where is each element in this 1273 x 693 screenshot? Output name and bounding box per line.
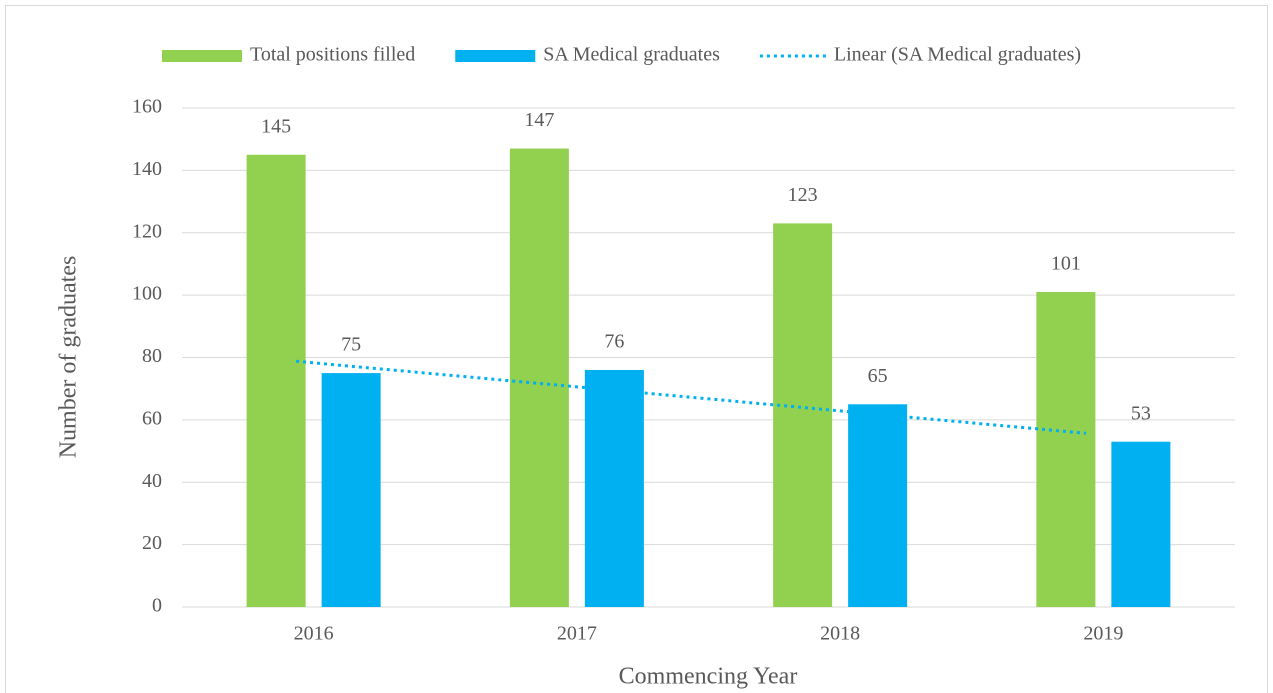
data-label: 123 [788, 184, 818, 206]
legend-swatch [162, 50, 242, 62]
data-label: 147 [524, 109, 554, 131]
x-tick-label: 2017 [557, 623, 597, 645]
legend-label: SA Medical graduates [543, 44, 720, 66]
data-label: 76 [604, 331, 624, 353]
trendline [295, 359, 1087, 435]
y-tick-label: 60 [142, 407, 162, 429]
bar [848, 404, 908, 607]
y-tick-label: 0 [152, 595, 162, 617]
x-tick-label: 2016 [294, 623, 334, 645]
legend-swatch [455, 50, 536, 62]
bar [1036, 292, 1096, 607]
data-label: 53 [1131, 402, 1151, 424]
bar [509, 148, 569, 607]
bar [246, 154, 306, 607]
y-tick-label: 40 [142, 470, 162, 492]
x-tick-label: 2019 [1083, 623, 1123, 645]
bar [1111, 441, 1171, 607]
bar [584, 369, 644, 607]
y-tick-label: 120 [132, 220, 162, 242]
y-tick-label: 100 [132, 283, 162, 305]
y-tick-label: 80 [142, 345, 162, 367]
y-axis-title: Number of graduates [56, 256, 82, 459]
legend-label: Total positions filled [250, 44, 415, 66]
legend-label: Linear (SA Medical graduates) [834, 44, 1081, 66]
x-tick-label: 2018 [820, 623, 860, 645]
bar [773, 223, 833, 608]
data-label: 65 [868, 365, 888, 387]
data-label: 145 [261, 115, 291, 137]
data-label: 75 [341, 334, 361, 356]
x-axis-title: Commencing Year [619, 664, 798, 690]
y-tick-label: 160 [132, 96, 162, 118]
y-tick-label: 20 [142, 532, 162, 554]
data-label: 101 [1051, 253, 1081, 275]
bar [321, 373, 381, 607]
y-tick-label: 140 [132, 158, 162, 180]
